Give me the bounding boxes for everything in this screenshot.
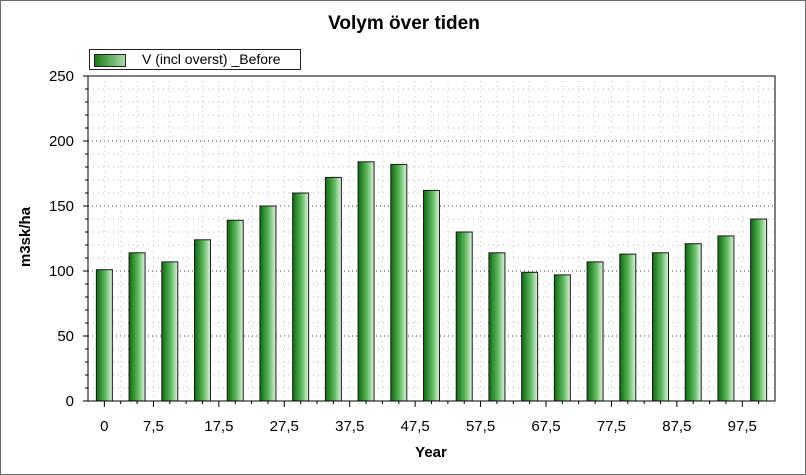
bar: [390, 163, 408, 402]
bar: [553, 274, 571, 402]
x-tick-label: 47,5: [401, 418, 430, 435]
y-tick-label: 100: [49, 263, 74, 280]
bar: [128, 252, 146, 402]
y-axis-title: m3sk/ha: [17, 206, 34, 267]
bar: [521, 271, 539, 402]
bar: [684, 243, 702, 402]
legend: V (incl overst) _Before: [89, 49, 301, 70]
legend-label: V (incl overst) _Before: [142, 51, 281, 67]
chart-title: Volym över tiden: [328, 13, 480, 34]
x-tick-label: 37,5: [335, 418, 364, 435]
bar: [423, 189, 440, 402]
x-tick-label: 17,5: [204, 418, 233, 435]
axes: 0 50 100 150 200 250 0 7,5 17,5 27,5 37,5 47,5 57,5 6…: [49, 68, 776, 435]
bar: [586, 261, 604, 402]
x-tick-label: 97,5: [728, 418, 757, 435]
x-tick-label: 0: [100, 418, 108, 435]
x-axis-title: Year: [415, 444, 447, 461]
y-tick-label: 50: [57, 328, 74, 345]
bar: [324, 176, 342, 402]
bar: [194, 239, 211, 402]
y-tick-label: 200: [49, 133, 74, 150]
x-tick-label: 27,5: [270, 418, 299, 435]
bar: [717, 235, 735, 402]
bar: [619, 253, 637, 402]
bars: [95, 161, 768, 402]
bar: [292, 192, 310, 402]
bar: [259, 205, 277, 402]
bar: [652, 252, 669, 402]
bar: [750, 218, 768, 402]
y-tick-label: 250: [49, 68, 74, 85]
x-tick-label: 87,5: [662, 418, 691, 435]
bar: [455, 231, 473, 402]
x-tick-label: 7,5: [143, 418, 164, 435]
bar: [488, 252, 506, 402]
y-tick-label: 0: [66, 393, 74, 410]
bar: [357, 161, 375, 402]
x-tick-label: 77,5: [597, 418, 626, 435]
x-tick-label: 57,5: [466, 418, 495, 435]
bar: [161, 261, 179, 402]
bar: [226, 219, 244, 402]
y-tick-label: 150: [49, 198, 74, 215]
x-tick-label: 67,5: [531, 418, 560, 435]
legend-swatch: [94, 54, 126, 67]
bar: [95, 269, 113, 402]
